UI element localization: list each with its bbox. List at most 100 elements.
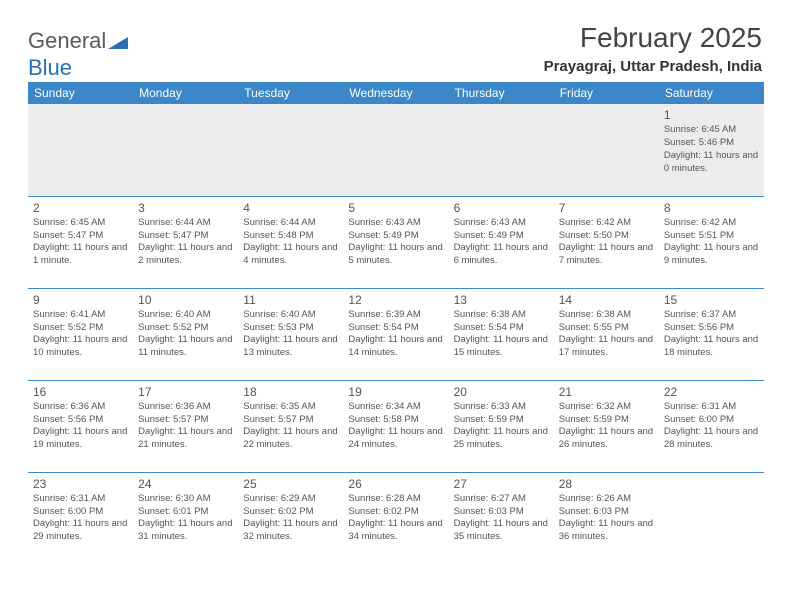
calendar-day-cell: 4Sunrise: 6:44 AMSunset: 5:48 PMDaylight…	[238, 196, 343, 288]
calendar-day-cell: 6Sunrise: 6:43 AMSunset: 5:49 PMDaylight…	[449, 196, 554, 288]
day-number: 17	[138, 384, 233, 400]
calendar-day-cell: 3Sunrise: 6:44 AMSunset: 5:47 PMDaylight…	[133, 196, 238, 288]
calendar-day-cell: 24Sunrise: 6:30 AMSunset: 6:01 PMDayligh…	[133, 472, 238, 564]
calendar-day-cell: 27Sunrise: 6:27 AMSunset: 6:03 PMDayligh…	[449, 472, 554, 564]
day-info: Sunrise: 6:40 AMSunset: 5:52 PMDaylight:…	[138, 309, 233, 360]
calendar-week-row: 1Sunrise: 6:45 AMSunset: 5:46 PMDaylight…	[28, 104, 764, 196]
day-number: 24	[138, 476, 233, 492]
calendar-day-cell: 7Sunrise: 6:42 AMSunset: 5:50 PMDaylight…	[554, 196, 659, 288]
day-number: 18	[243, 384, 338, 400]
day-number: 16	[33, 384, 128, 400]
calendar-day-cell: 12Sunrise: 6:39 AMSunset: 5:54 PMDayligh…	[343, 288, 448, 380]
calendar-day-cell: 18Sunrise: 6:35 AMSunset: 5:57 PMDayligh…	[238, 380, 343, 472]
day-info: Sunrise: 6:45 AMSunset: 5:46 PMDaylight:…	[664, 124, 759, 175]
calendar-day-cell: 17Sunrise: 6:36 AMSunset: 5:57 PMDayligh…	[133, 380, 238, 472]
day-number: 3	[138, 200, 233, 216]
calendar-week-row: 23Sunrise: 6:31 AMSunset: 6:00 PMDayligh…	[28, 472, 764, 564]
day-info: Sunrise: 6:45 AMSunset: 5:47 PMDaylight:…	[33, 217, 128, 268]
day-number: 15	[664, 292, 759, 308]
calendar-day-cell	[554, 104, 659, 196]
day-number: 6	[454, 200, 549, 216]
day-header-row: Sunday Monday Tuesday Wednesday Thursday…	[28, 82, 764, 104]
calendar-day-cell: 28Sunrise: 6:26 AMSunset: 6:03 PMDayligh…	[554, 472, 659, 564]
calendar-day-cell	[343, 104, 448, 196]
day-header: Tuesday	[238, 82, 343, 104]
calendar-day-cell: 21Sunrise: 6:32 AMSunset: 5:59 PMDayligh…	[554, 380, 659, 472]
day-number: 8	[664, 200, 759, 216]
calendar-day-cell: 14Sunrise: 6:38 AMSunset: 5:55 PMDayligh…	[554, 288, 659, 380]
day-info: Sunrise: 6:42 AMSunset: 5:51 PMDaylight:…	[664, 217, 759, 268]
brand-triangle-icon	[108, 29, 128, 55]
day-number: 13	[454, 292, 549, 308]
day-info: Sunrise: 6:27 AMSunset: 6:03 PMDaylight:…	[454, 493, 549, 544]
day-info: Sunrise: 6:26 AMSunset: 6:03 PMDaylight:…	[559, 493, 654, 544]
brand-name-1: General	[28, 28, 106, 53]
page-header: February 2025 Prayagraj, Uttar Pradesh, …	[544, 22, 762, 75]
day-info: Sunrise: 6:31 AMSunset: 6:00 PMDaylight:…	[33, 493, 128, 544]
calendar-day-cell: 19Sunrise: 6:34 AMSunset: 5:58 PMDayligh…	[343, 380, 448, 472]
day-info: Sunrise: 6:31 AMSunset: 6:00 PMDaylight:…	[664, 401, 759, 452]
day-number: 1	[664, 107, 759, 123]
day-info: Sunrise: 6:37 AMSunset: 5:56 PMDaylight:…	[664, 309, 759, 360]
day-number: 28	[559, 476, 654, 492]
day-number: 22	[664, 384, 759, 400]
day-number: 19	[348, 384, 443, 400]
calendar-day-cell: 5Sunrise: 6:43 AMSunset: 5:49 PMDaylight…	[343, 196, 448, 288]
day-number: 9	[33, 292, 128, 308]
calendar-day-cell: 13Sunrise: 6:38 AMSunset: 5:54 PMDayligh…	[449, 288, 554, 380]
month-title: February 2025	[544, 22, 762, 54]
day-number: 27	[454, 476, 549, 492]
day-number: 23	[33, 476, 128, 492]
calendar-day-cell: 10Sunrise: 6:40 AMSunset: 5:52 PMDayligh…	[133, 288, 238, 380]
calendar-day-cell: 2Sunrise: 6:45 AMSunset: 5:47 PMDaylight…	[28, 196, 133, 288]
day-number: 5	[348, 200, 443, 216]
day-header: Friday	[554, 82, 659, 104]
calendar-day-cell	[133, 104, 238, 196]
day-info: Sunrise: 6:39 AMSunset: 5:54 PMDaylight:…	[348, 309, 443, 360]
day-header: Sunday	[28, 82, 133, 104]
day-info: Sunrise: 6:30 AMSunset: 6:01 PMDaylight:…	[138, 493, 233, 544]
calendar-day-cell	[238, 104, 343, 196]
calendar-table: Sunday Monday Tuesday Wednesday Thursday…	[28, 82, 764, 564]
calendar-week-row: 9Sunrise: 6:41 AMSunset: 5:52 PMDaylight…	[28, 288, 764, 380]
calendar-week-row: 16Sunrise: 6:36 AMSunset: 5:56 PMDayligh…	[28, 380, 764, 472]
location-label: Prayagraj, Uttar Pradesh, India	[544, 58, 762, 75]
day-info: Sunrise: 6:36 AMSunset: 5:56 PMDaylight:…	[33, 401, 128, 452]
day-info: Sunrise: 6:41 AMSunset: 5:52 PMDaylight:…	[33, 309, 128, 360]
day-header: Saturday	[659, 82, 764, 104]
day-info: Sunrise: 6:36 AMSunset: 5:57 PMDaylight:…	[138, 401, 233, 452]
day-info: Sunrise: 6:40 AMSunset: 5:53 PMDaylight:…	[243, 309, 338, 360]
day-number: 14	[559, 292, 654, 308]
day-header: Wednesday	[343, 82, 448, 104]
calendar-day-cell: 22Sunrise: 6:31 AMSunset: 6:00 PMDayligh…	[659, 380, 764, 472]
calendar-day-cell: 8Sunrise: 6:42 AMSunset: 5:51 PMDaylight…	[659, 196, 764, 288]
calendar-day-cell	[449, 104, 554, 196]
day-number: 11	[243, 292, 338, 308]
calendar-day-cell: 25Sunrise: 6:29 AMSunset: 6:02 PMDayligh…	[238, 472, 343, 564]
day-number: 21	[559, 384, 654, 400]
day-number: 26	[348, 476, 443, 492]
calendar-week-row: 2Sunrise: 6:45 AMSunset: 5:47 PMDaylight…	[28, 196, 764, 288]
day-info: Sunrise: 6:28 AMSunset: 6:02 PMDaylight:…	[348, 493, 443, 544]
day-info: Sunrise: 6:38 AMSunset: 5:55 PMDaylight:…	[559, 309, 654, 360]
day-info: Sunrise: 6:38 AMSunset: 5:54 PMDaylight:…	[454, 309, 549, 360]
day-header: Thursday	[449, 82, 554, 104]
calendar-day-cell: 1Sunrise: 6:45 AMSunset: 5:46 PMDaylight…	[659, 104, 764, 196]
day-header: Monday	[133, 82, 238, 104]
day-number: 7	[559, 200, 654, 216]
day-info: Sunrise: 6:42 AMSunset: 5:50 PMDaylight:…	[559, 217, 654, 268]
calendar-day-cell: 20Sunrise: 6:33 AMSunset: 5:59 PMDayligh…	[449, 380, 554, 472]
calendar-day-cell: 26Sunrise: 6:28 AMSunset: 6:02 PMDayligh…	[343, 472, 448, 564]
calendar-day-cell: 15Sunrise: 6:37 AMSunset: 5:56 PMDayligh…	[659, 288, 764, 380]
calendar-day-cell	[659, 472, 764, 564]
day-number: 25	[243, 476, 338, 492]
day-number: 12	[348, 292, 443, 308]
calendar-day-cell	[28, 104, 133, 196]
calendar-day-cell: 23Sunrise: 6:31 AMSunset: 6:00 PMDayligh…	[28, 472, 133, 564]
day-info: Sunrise: 6:29 AMSunset: 6:02 PMDaylight:…	[243, 493, 338, 544]
day-number: 2	[33, 200, 128, 216]
day-info: Sunrise: 6:43 AMSunset: 5:49 PMDaylight:…	[454, 217, 549, 268]
day-number: 10	[138, 292, 233, 308]
calendar-day-cell: 9Sunrise: 6:41 AMSunset: 5:52 PMDaylight…	[28, 288, 133, 380]
calendar-day-cell: 11Sunrise: 6:40 AMSunset: 5:53 PMDayligh…	[238, 288, 343, 380]
